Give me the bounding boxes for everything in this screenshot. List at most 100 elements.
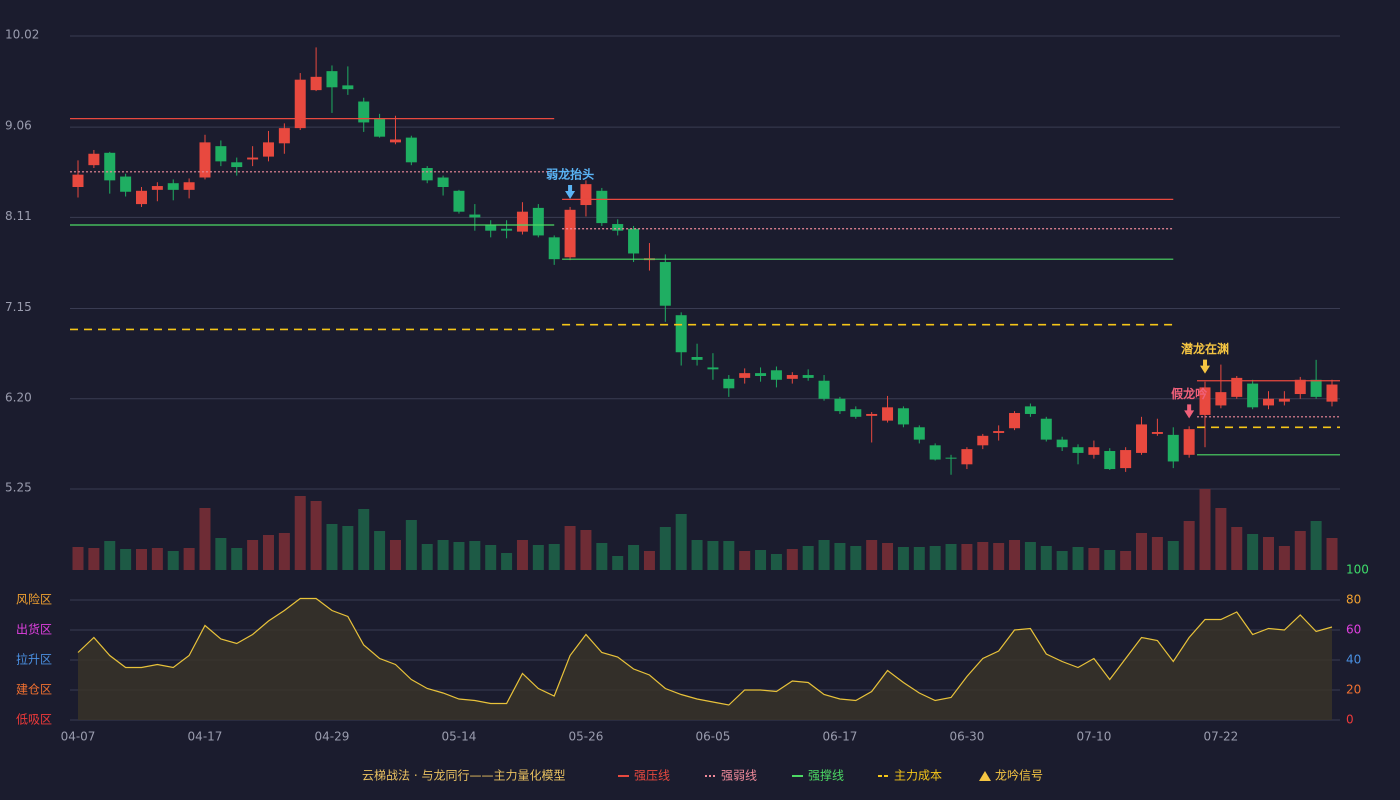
volume-bar <box>1167 541 1179 570</box>
candle-body <box>1040 418 1052 440</box>
volume-bar <box>1215 508 1227 570</box>
osc-area <box>78 598 1332 720</box>
candle-body <box>1310 379 1322 397</box>
candle-body <box>866 413 878 416</box>
volume-bar <box>1056 551 1068 570</box>
candle-body <box>485 224 497 231</box>
osc-tick-label: 60 <box>1346 623 1361 637</box>
candle-body <box>675 315 687 353</box>
candle-body <box>501 228 513 231</box>
volume-bar <box>564 526 576 570</box>
volume-bar <box>643 551 655 570</box>
candle-body <box>88 153 100 166</box>
candle-body <box>993 431 1005 433</box>
volume-bar <box>897 547 909 570</box>
volume-bar <box>167 551 179 570</box>
candle-body <box>707 367 719 370</box>
candle-body <box>977 435 989 446</box>
volume-bar <box>183 548 195 570</box>
x-tick-label: 06-30 <box>949 730 984 744</box>
candle-body <box>516 211 528 232</box>
volume-bar <box>278 533 290 570</box>
volume-bar <box>977 542 989 570</box>
x-tick-label: 04-29 <box>315 730 350 744</box>
candle-body <box>961 449 973 465</box>
candle-body <box>1136 424 1148 453</box>
candle-body <box>628 228 640 254</box>
candle-body <box>135 190 147 205</box>
candle-body <box>358 101 370 123</box>
osc-tick-label: 80 <box>1346 593 1361 607</box>
candle-body <box>580 184 592 206</box>
candle-body <box>834 398 846 412</box>
candle-body <box>1183 429 1195 455</box>
candle-body <box>1294 379 1306 395</box>
candle-body <box>183 182 195 190</box>
volume-bar <box>786 549 798 570</box>
candle-body <box>72 174 84 187</box>
candle-body <box>437 177 449 187</box>
zone-label: 低吸区 <box>16 713 52 727</box>
candle-body <box>691 356 703 360</box>
volume-bar <box>1183 521 1195 570</box>
volume-bar <box>691 540 703 570</box>
volume-bar <box>1009 540 1021 570</box>
candle-body <box>294 79 306 129</box>
signal-arrow <box>1200 359 1211 374</box>
x-tick-label: 06-05 <box>695 730 730 744</box>
signal-arrow <box>1184 404 1195 419</box>
volume-bar <box>739 551 751 570</box>
signal-label: 假龙吟 <box>1171 386 1207 401</box>
volume-bar <box>1088 548 1100 570</box>
volume-bar <box>675 514 687 570</box>
volume-bar <box>437 540 449 570</box>
legend-label: 强压线 <box>634 769 670 783</box>
candle-body <box>247 157 259 160</box>
candle-body <box>1215 392 1227 406</box>
candle-body <box>167 183 179 190</box>
candle-body <box>1088 447 1100 455</box>
osc-line <box>77 597 1333 706</box>
candle-body <box>1326 384 1338 402</box>
candle-body <box>453 190 465 212</box>
osc-tick-label: 100 <box>1346 563 1369 577</box>
candle-body <box>262 142 274 157</box>
candle-body <box>1024 406 1036 414</box>
volume-bar <box>1151 537 1163 570</box>
y-tick-label: 10.02 <box>5 28 39 42</box>
candle-body <box>120 176 132 192</box>
y-tick-label: 9.06 <box>5 119 32 133</box>
legend-label: 强弱线 <box>721 769 757 783</box>
volume-bar <box>628 545 640 570</box>
volume-bar <box>120 549 132 570</box>
candle-body <box>104 152 116 181</box>
candle-body <box>199 142 211 178</box>
candle-body <box>374 118 386 137</box>
candle-body <box>802 375 814 378</box>
volume-bar <box>469 541 481 570</box>
candle-body <box>564 209 576 258</box>
candle-body <box>1278 398 1290 402</box>
osc-tick-label: 0 <box>1346 713 1354 727</box>
volume-bar <box>1263 537 1275 570</box>
volume-bar <box>88 548 100 570</box>
candle-body <box>548 237 560 260</box>
volume-bar <box>516 540 528 570</box>
candle-body <box>1151 432 1163 434</box>
volume-bar <box>135 549 147 570</box>
candle-body <box>1167 434 1179 462</box>
volume-bar <box>485 545 497 570</box>
zone-label: 建仓区 <box>16 683 52 697</box>
volume-bar <box>104 541 116 570</box>
volume-bar <box>866 540 878 570</box>
volume-bar <box>929 546 941 570</box>
candle-body <box>1104 451 1116 470</box>
volume-bar <box>326 524 338 570</box>
volume-bar <box>802 546 814 570</box>
legend-label: 主力成本 <box>894 769 942 783</box>
volume-bar <box>1247 534 1259 570</box>
candle-body <box>596 190 608 224</box>
candle-body <box>1231 377 1243 397</box>
legend-label: 龙吟信号 <box>995 768 1043 783</box>
